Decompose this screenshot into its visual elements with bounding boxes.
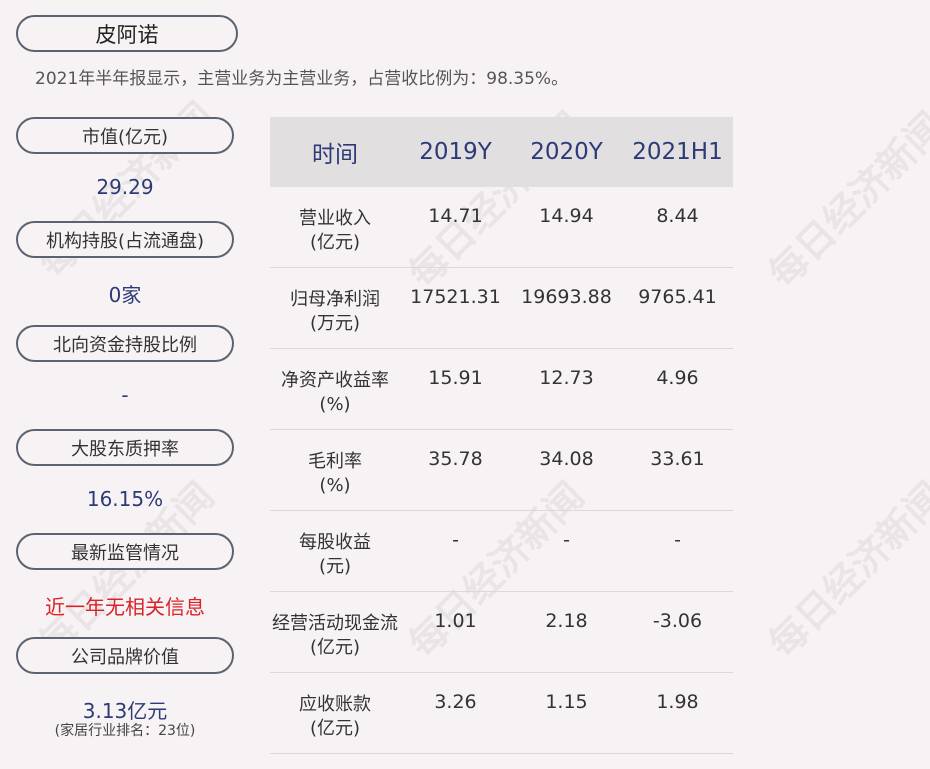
table-cell: 14.94 <box>539 205 594 227</box>
row-label: 应收账款 (亿元) <box>299 694 371 739</box>
row-label: 经营活动现金流 (亿元) <box>272 613 398 658</box>
table-cell: - <box>452 529 459 551</box>
metric-label-market-cap: 市值(亿元) <box>16 117 234 154</box>
row-label: 营业收入 (亿元) <box>299 208 371 253</box>
metric-note-brand-rank: (家居行业排名：23位) <box>54 723 196 739</box>
financial-table: 时间 2019Y 2020Y 2021H1 营业收入 (亿元) 14.71 14.… <box>270 117 733 754</box>
table-row: 营业收入 (亿元) 14.71 14.94 8.44 <box>270 187 733 268</box>
table-cell: 1.98 <box>656 691 699 713</box>
table-row: 净资产收益率 (%) 15.91 12.73 4.96 <box>270 349 733 430</box>
watermark: 每日经济新闻 <box>759 473 930 667</box>
metric-label-brand-value: 公司品牌价值 <box>16 637 234 674</box>
table-cell: 1.15 <box>545 691 588 713</box>
row-label: 毛利率 (%) <box>308 451 362 496</box>
metric-value-regulatory: 近一年无相关信息 <box>45 595 205 619</box>
metric-value-pledge: 16.15% <box>86 487 164 511</box>
header-time: 时间 <box>312 142 358 168</box>
metric-value-market-cap: 29.29 <box>96 175 154 199</box>
table-cell: 9765.41 <box>638 286 717 308</box>
table-cell: 8.44 <box>656 205 699 227</box>
table-cell: -3.06 <box>652 610 703 632</box>
metric-label-regulatory: 最新监管情况 <box>16 533 234 570</box>
table-cell: 4.96 <box>656 367 699 389</box>
row-label: 净资产收益率 (%) <box>281 370 389 415</box>
metric-label-institutional: 机构持股(占流通盘) <box>16 221 234 258</box>
table-cell: 33.61 <box>650 448 705 470</box>
table-row: 每股收益 (元) - - - <box>270 511 733 592</box>
table-cell: - <box>674 529 681 551</box>
table-cell: 34.08 <box>539 448 594 470</box>
table-cell: 15.91 <box>428 367 483 389</box>
business-summary: 2021年半年报显示，主营业务为主营业务，占营收比例为：98.35%。 <box>35 69 569 89</box>
row-label: 每股收益 (元) <box>299 532 371 577</box>
table-row: 毛利率 (%) 35.78 34.08 33.61 <box>270 430 733 511</box>
header-2020y: 2020Y <box>530 139 603 165</box>
company-name: 皮阿诺 <box>16 15 238 52</box>
row-label: 归母净利润 (万元) <box>290 289 380 334</box>
table-cell: 14.71 <box>428 205 483 227</box>
table-cell: 2.18 <box>545 610 588 632</box>
metric-value-institutional: 0家 <box>108 283 142 307</box>
metric-label-pledge: 大股东质押率 <box>16 429 234 466</box>
table-cell: 17521.31 <box>410 286 501 308</box>
table-cell: 35.78 <box>428 448 483 470</box>
table-row: 归母净利润 (万元) 17521.31 19693.88 9765.41 <box>270 268 733 349</box>
table-cell: 12.73 <box>539 367 594 389</box>
table-header: 时间 2019Y 2020Y 2021H1 <box>270 117 733 187</box>
table-cell: 3.26 <box>434 691 477 713</box>
table-cell: - <box>563 529 570 551</box>
metric-value-brand-value: 3.13亿元 <box>82 699 168 723</box>
metric-label-northbound: 北向资金持股比例 <box>16 325 234 362</box>
metric-value-northbound: - <box>121 383 129 407</box>
header-2019y: 2019Y <box>419 139 492 165</box>
table-cell: 19693.88 <box>521 286 612 308</box>
table-cell: 1.01 <box>434 610 477 632</box>
header-2021h1: 2021H1 <box>632 139 723 165</box>
watermark: 每日经济新闻 <box>759 103 930 297</box>
table-row: 应收账款 (亿元) 3.26 1.15 1.98 <box>270 673 733 754</box>
table-row: 经营活动现金流 (亿元) 1.01 2.18 -3.06 <box>270 592 733 673</box>
